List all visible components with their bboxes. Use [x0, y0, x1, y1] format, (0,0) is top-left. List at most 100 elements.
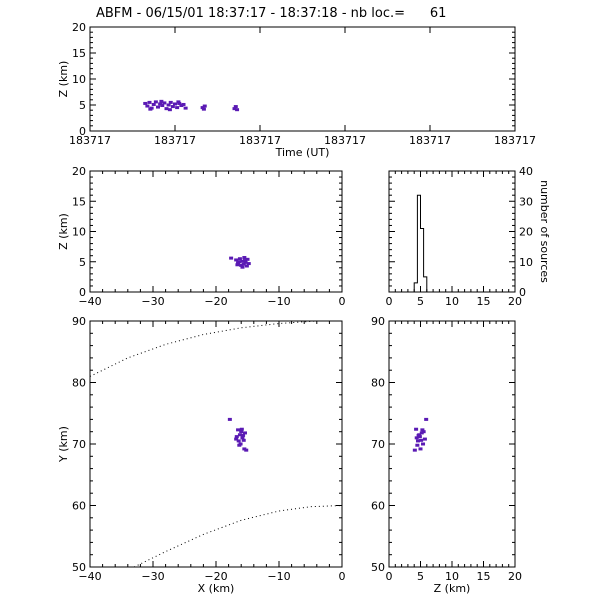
x-tick-label: 183717 — [154, 134, 196, 147]
source-point — [233, 105, 238, 109]
source-point — [158, 102, 163, 106]
y-tick-label: 5 — [79, 99, 86, 112]
source-point — [175, 106, 180, 110]
source-point — [148, 107, 153, 111]
y-tick-label: 5 — [79, 256, 86, 269]
source-point — [235, 263, 240, 267]
source-point — [412, 448, 417, 452]
source-point — [422, 437, 427, 441]
source-point — [160, 104, 165, 108]
source-point — [244, 448, 249, 452]
source-point — [227, 417, 232, 421]
x-tick-label: −20 — [204, 570, 227, 583]
y-tick-label: 60 — [72, 500, 86, 513]
source-point — [162, 101, 167, 105]
source-point — [159, 99, 164, 103]
x-tick-label: −30 — [141, 295, 164, 308]
y-tick-label: 10 — [72, 226, 86, 239]
source-point — [237, 443, 242, 447]
source-point — [166, 103, 171, 107]
source-point — [151, 102, 156, 106]
source-point — [183, 106, 188, 110]
source-point — [229, 256, 234, 260]
y-tick-label: 50 — [371, 561, 385, 574]
y-tick-label: 70 — [72, 438, 86, 451]
source-point — [147, 100, 152, 104]
y-tick-label: 90 — [72, 315, 86, 328]
time-height-panel: 183717 183717 183717 183717 183717 1837170510… — [57, 21, 536, 159]
y-tick-label: 20 — [519, 226, 533, 239]
z-y-panel: 0 5 10 15 20 50 60 70 80 90 Z (km) — [371, 315, 522, 595]
source-point — [419, 438, 424, 442]
source-point — [236, 439, 241, 443]
source-point — [145, 104, 150, 108]
source-point — [167, 108, 172, 112]
histogram-outline — [389, 194, 515, 293]
source-point — [419, 431, 424, 435]
y-tick-label: 20 — [72, 165, 86, 178]
source-point — [241, 433, 246, 437]
source-point — [177, 101, 182, 105]
source-point — [168, 100, 173, 104]
network-boundary-curve — [133, 505, 343, 568]
y-tick-label: 20 — [72, 21, 86, 34]
x-tick-label: 15 — [477, 295, 491, 308]
y-axis-label: number of sources — [538, 180, 551, 283]
source-point — [239, 427, 244, 431]
y-tick-label: 80 — [72, 377, 86, 390]
source-point — [200, 106, 205, 110]
plot-frame — [89, 170, 343, 293]
source-point — [234, 258, 239, 262]
y-axis-label: Z (km) — [57, 61, 70, 98]
x-tick-label: −20 — [204, 295, 227, 308]
source-point — [243, 260, 248, 264]
y-tick-label: 10 — [519, 256, 533, 269]
x-tick-label: 10 — [445, 570, 459, 583]
x-tick-label: −40 — [78, 295, 101, 308]
x-axis-label: Z (km) — [434, 582, 471, 595]
y-tick-label: 15 — [72, 47, 86, 60]
plot-frame — [89, 320, 343, 568]
source-point — [202, 104, 207, 108]
x-tick-label: 20 — [508, 295, 522, 308]
x-axis-label: Time (UT) — [275, 146, 330, 159]
source-point — [239, 430, 244, 434]
x-tick-label: 183717 — [239, 134, 281, 147]
source-point — [245, 257, 250, 261]
y-axis-label: Y (km) — [57, 426, 70, 463]
source-point — [414, 427, 419, 431]
y-tick-label: 0 — [519, 286, 526, 299]
y-tick-label: 30 — [519, 195, 533, 208]
y-tick-label: 0 — [79, 125, 86, 138]
source-point — [420, 428, 425, 432]
x-y-panel: −40 −30 −20 −10 0 50 60 70 80 90 X (km) Y (km) — [57, 315, 346, 595]
source-point — [415, 443, 420, 447]
y-tick-label: 90 — [371, 315, 385, 328]
source-point — [176, 100, 181, 104]
network-boundary-curve — [89, 320, 317, 377]
source-point — [242, 431, 247, 435]
y-tick-label: 80 — [371, 377, 385, 390]
source-point — [237, 257, 242, 261]
x-tick-label: 183717 — [324, 134, 366, 147]
source-point — [156, 105, 160, 109]
x-tick-label: 0 — [386, 570, 393, 583]
x-tick-label: −40 — [78, 570, 101, 583]
source-point — [424, 417, 429, 421]
x-tick-label: 5 — [417, 570, 424, 583]
plot-frame — [388, 170, 516, 293]
y-tick-label: 10 — [72, 73, 86, 86]
y-tick-label: 15 — [72, 195, 86, 208]
source-point — [240, 436, 245, 440]
source-point — [246, 262, 251, 266]
source-point — [241, 438, 246, 442]
x-tick-label: 183717 — [494, 134, 536, 147]
x-tick-label: 183717 — [409, 134, 451, 147]
y-tick-label: 0 — [79, 286, 86, 299]
y-tick-label: 40 — [519, 165, 533, 178]
source-point — [236, 428, 241, 432]
x-tick-label: 0 — [386, 295, 393, 308]
source-point — [164, 107, 169, 111]
